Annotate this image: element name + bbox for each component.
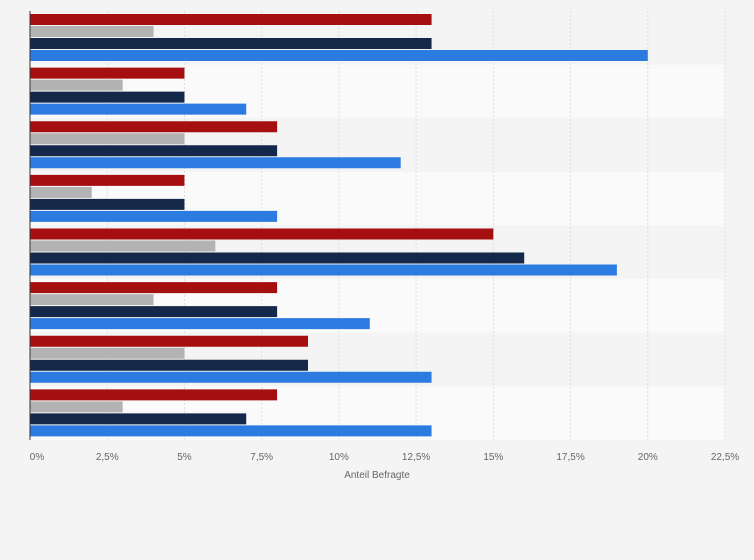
x-tick-label: 0% bbox=[30, 452, 45, 463]
bar bbox=[30, 252, 525, 264]
x-tick-label: 10% bbox=[329, 452, 349, 463]
x-tick-label: 17,5% bbox=[556, 452, 584, 463]
bar bbox=[30, 67, 185, 79]
bar bbox=[30, 306, 278, 318]
bar bbox=[30, 401, 123, 413]
bar bbox=[30, 347, 185, 359]
bar bbox=[30, 145, 278, 157]
bar bbox=[30, 335, 308, 347]
bar bbox=[30, 389, 278, 401]
bar bbox=[30, 210, 278, 222]
bar bbox=[30, 133, 185, 145]
bar bbox=[30, 264, 617, 276]
bar bbox=[30, 91, 185, 103]
x-tick-label: 22,5% bbox=[711, 452, 739, 463]
x-tick-label: 2,5% bbox=[96, 452, 119, 463]
bar bbox=[30, 282, 278, 294]
bar bbox=[30, 371, 432, 383]
bar bbox=[30, 198, 185, 210]
bars bbox=[30, 14, 648, 437]
bar bbox=[30, 38, 432, 49]
bar bbox=[30, 413, 247, 425]
bar bbox=[30, 318, 370, 330]
bar bbox=[30, 157, 401, 169]
bar bbox=[30, 174, 185, 186]
bar bbox=[30, 121, 278, 133]
bar bbox=[30, 26, 154, 37]
bar bbox=[30, 240, 216, 252]
bar bbox=[30, 79, 123, 91]
bar bbox=[30, 359, 308, 371]
bar bbox=[30, 50, 648, 61]
bar bbox=[30, 425, 432, 437]
x-tick-label: 20% bbox=[638, 452, 658, 463]
x-tick-label: 15% bbox=[483, 452, 503, 463]
bar bbox=[30, 294, 154, 306]
x-tick-labels: 0% 2,5% 5% 7,5% 10% 12,5% 15% 17,5% 20% 22,5% bbox=[30, 452, 740, 463]
bar bbox=[30, 186, 92, 198]
x-axis-title: Anteil Befragte bbox=[344, 470, 410, 481]
bar bbox=[30, 228, 494, 240]
bar bbox=[30, 103, 247, 115]
bar bbox=[30, 14, 432, 25]
x-tick-label: 12,5% bbox=[402, 452, 430, 463]
x-tick-label: 5% bbox=[177, 452, 192, 463]
x-tick-label: 7,5% bbox=[250, 452, 273, 463]
